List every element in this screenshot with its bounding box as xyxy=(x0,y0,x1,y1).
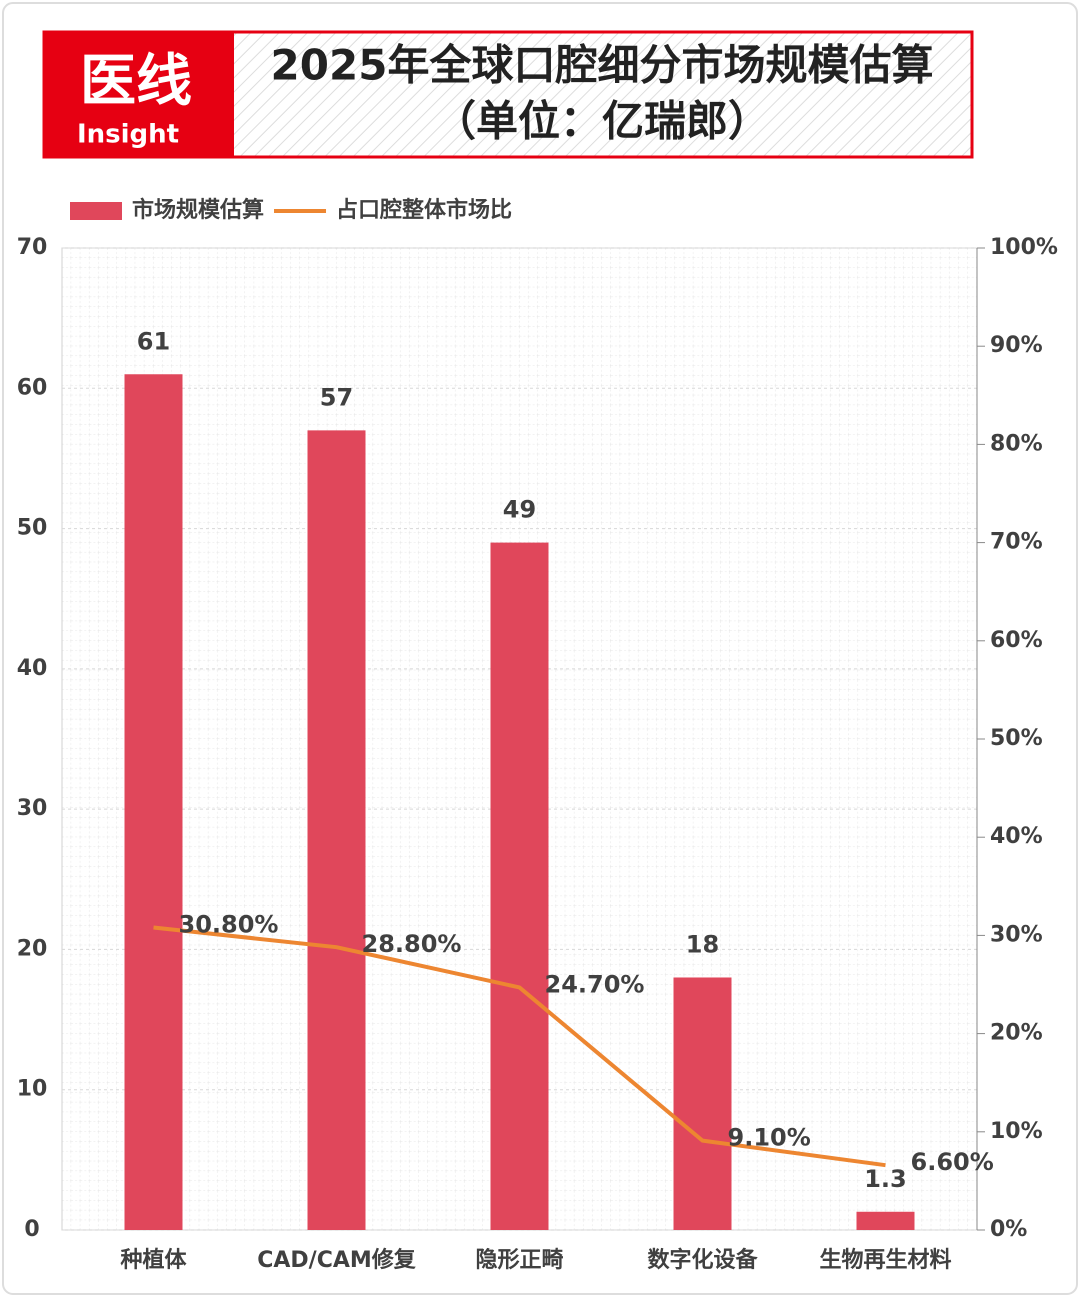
legend-swatch xyxy=(70,202,122,220)
bar xyxy=(307,430,366,1230)
y2-tick-label: 40% xyxy=(990,824,1043,849)
legend-label: 占口腔整体市场比 xyxy=(336,197,512,223)
y-tick-label: 40 xyxy=(17,656,48,681)
bar-label: 18 xyxy=(686,930,719,958)
bar-label: 57 xyxy=(320,383,353,411)
line-label: 28.80% xyxy=(362,930,462,958)
y-tick-label: 30 xyxy=(17,796,48,821)
y2-tick-label: 70% xyxy=(990,530,1043,555)
bar xyxy=(673,977,732,1230)
legend-label: 市场规模估算 xyxy=(132,197,264,223)
y2-tick-label: 60% xyxy=(990,628,1043,653)
y2-tick-label: 50% xyxy=(990,726,1043,751)
y-tick-label: 60 xyxy=(17,375,48,400)
y-tick-label: 20 xyxy=(17,936,48,961)
chart-title: 2025年全球口腔细分市场规模估算 xyxy=(271,41,934,90)
line-label: 6.60% xyxy=(911,1148,994,1176)
chart-subtitle: （单位：亿瑞郎） xyxy=(434,97,770,146)
bar-label: 1.3 xyxy=(864,1165,907,1193)
logo-text: 医线 xyxy=(80,49,192,114)
x-tick-label: 隐形正畸 xyxy=(475,1248,563,1273)
y-tick-label: 70 xyxy=(17,235,48,260)
y2-tick-label: 0% xyxy=(990,1217,1027,1242)
y2-tick-label: 30% xyxy=(990,922,1043,947)
bar-label: 61 xyxy=(137,327,170,355)
x-tick-label: 种植体 xyxy=(120,1247,187,1273)
y2-tick-label: 20% xyxy=(990,1021,1043,1046)
y2-tick-label: 80% xyxy=(990,431,1043,456)
bar-label: 49 xyxy=(503,496,536,524)
y2-tick-label: 100% xyxy=(990,235,1058,260)
line-label: 30.80% xyxy=(179,911,279,939)
logo-box xyxy=(44,32,234,157)
y-tick-label: 50 xyxy=(17,516,48,541)
y2-tick-label: 90% xyxy=(990,333,1043,358)
line xyxy=(153,925,886,1168)
x-tick-label: CAD/CAM修复 xyxy=(257,1247,417,1273)
x-tick-label: 生物再生材料 xyxy=(819,1247,951,1273)
y-tick-label: 0 xyxy=(24,1217,39,1242)
y2-tick-label: 10% xyxy=(990,1119,1043,1144)
x-tick-label: 数字化设备 xyxy=(647,1247,758,1273)
line-label: 9.10% xyxy=(728,1124,811,1152)
bar xyxy=(124,374,183,1230)
bar xyxy=(490,542,549,1230)
y-tick-label: 10 xyxy=(17,1077,48,1102)
line-label: 24.70% xyxy=(545,970,645,998)
bar xyxy=(856,1211,915,1230)
logo-sub: Insight xyxy=(77,120,179,150)
